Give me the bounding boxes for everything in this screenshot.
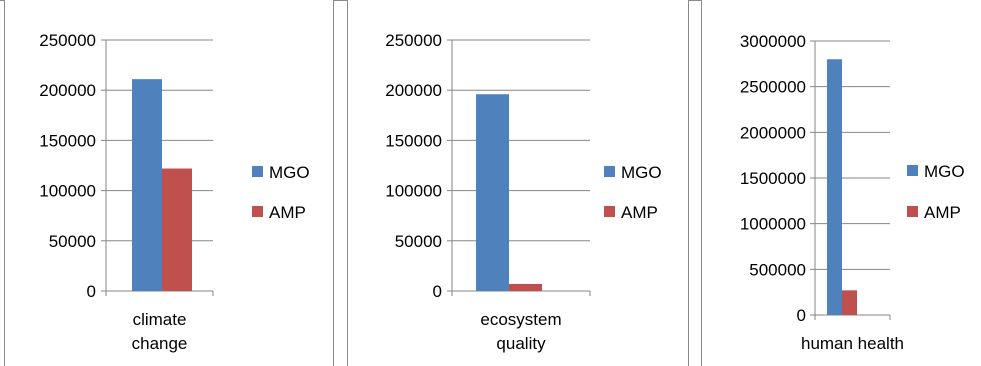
y-tick-label: 100000 bbox=[39, 182, 96, 201]
chart-ecosystem-quality: 0 50000 100000 150000 200000 250000 ecosystem q… bbox=[385, 31, 662, 353]
chart-human-health: 0 500000 1000000 1500000 2000000 2500000 30000… bbox=[740, 32, 965, 353]
legend-swatch-amp bbox=[907, 206, 918, 217]
legend-label-amp: AMP bbox=[269, 203, 306, 222]
y-tick-label: 3000000 bbox=[740, 32, 806, 51]
bar-mgo bbox=[476, 94, 509, 291]
y-tick-label: 250000 bbox=[385, 31, 442, 50]
y-tick-label: 500000 bbox=[749, 260, 806, 279]
legend-label-mgo: MGO bbox=[269, 163, 310, 182]
y-tick-label: 50000 bbox=[395, 232, 442, 251]
y-tick-label: 100000 bbox=[385, 182, 442, 201]
legend-swatch-amp bbox=[604, 206, 615, 217]
bar-amp bbox=[842, 290, 857, 315]
x-category-label: human health bbox=[801, 334, 904, 353]
y-tick-label: 0 bbox=[433, 282, 442, 301]
chart-climate-change: 0 50000 100000 150000 200000 250000 climate cha… bbox=[39, 31, 310, 353]
y-tick-label: 200000 bbox=[39, 81, 96, 100]
legend-label-mgo: MGO bbox=[924, 162, 965, 181]
chart-panel-human-health: 0 500000 1000000 1500000 2000000 2500000 30000… bbox=[701, 0, 981, 366]
legend-swatch-amp bbox=[252, 206, 263, 217]
legend-label-mgo: MGO bbox=[621, 163, 662, 182]
y-tick-label: 2500000 bbox=[740, 78, 806, 97]
y-tick-label: 150000 bbox=[39, 131, 96, 150]
y-tick-label: 200000 bbox=[385, 81, 442, 100]
bar-mgo bbox=[132, 79, 162, 291]
y-tick-label: 1500000 bbox=[740, 169, 806, 188]
y-tick-label: 150000 bbox=[385, 131, 442, 150]
x-category-label: change bbox=[132, 334, 188, 353]
legend-swatch-mgo bbox=[604, 166, 615, 177]
y-tick-label: 0 bbox=[87, 282, 96, 301]
x-category-label: ecosystem bbox=[480, 310, 561, 329]
x-category-label: climate bbox=[133, 310, 187, 329]
legend-swatch-mgo bbox=[252, 166, 263, 177]
y-tick-label: 2000000 bbox=[740, 123, 806, 142]
legend-label-amp: AMP bbox=[924, 203, 961, 222]
bar-amp bbox=[162, 168, 192, 291]
bar-mgo bbox=[827, 59, 842, 316]
chart-panel-ecosystem-quality: 0 50000 100000 150000 200000 250000 ecosystem q… bbox=[347, 0, 689, 366]
y-tick-label: 0 bbox=[797, 306, 806, 325]
y-tick-label: 50000 bbox=[49, 232, 96, 251]
legend-swatch-mgo bbox=[907, 165, 918, 176]
bar-amp bbox=[509, 283, 542, 291]
x-category-label: quality bbox=[496, 334, 546, 353]
y-tick-label: 250000 bbox=[39, 31, 96, 50]
legend-label-amp: AMP bbox=[621, 203, 658, 222]
y-tick-label: 1000000 bbox=[740, 215, 806, 234]
chart-panel-climate-change: 0 50000 100000 150000 200000 250000 climate cha… bbox=[4, 0, 334, 366]
